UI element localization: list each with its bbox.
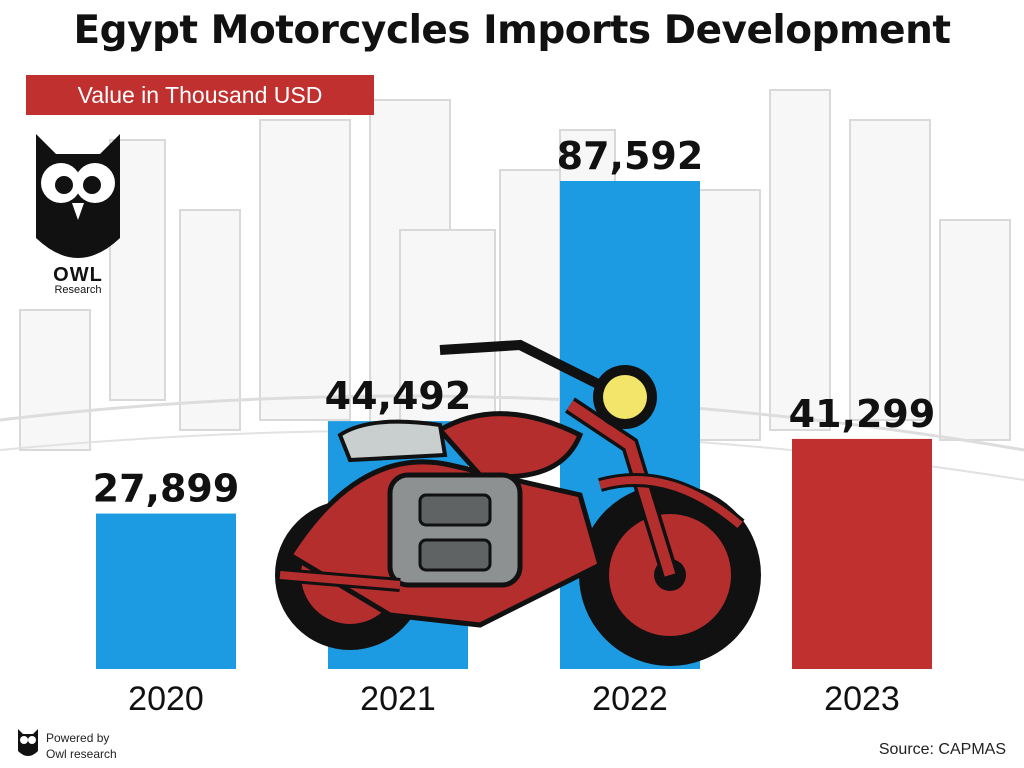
chart-subtitle: Value in Thousand USD: [26, 75, 374, 115]
category-label-2023: 2023: [824, 680, 900, 718]
owl-logo-name: OWL: [53, 264, 103, 286]
value-label-2023: 41,299: [789, 392, 936, 436]
owl-logo-icon: [36, 134, 120, 258]
owl-logo-subtitle: Research: [54, 284, 102, 296]
value-label-2020: 27,899: [93, 467, 240, 511]
category-label-2022: 2022: [592, 680, 668, 718]
value-label-2022: 87,592: [557, 134, 704, 178]
bar-2023: [792, 438, 932, 669]
value-label-2021: 44,492: [325, 374, 472, 418]
chart-title: Egypt Motorcycles Imports Development: [73, 8, 951, 53]
owl-small-icon: [18, 729, 38, 756]
powered-by-company: Owl research: [46, 747, 117, 761]
bar-2020: [96, 513, 236, 669]
category-label-2021: 2021: [360, 680, 436, 718]
powered-by-label: Powered by: [46, 731, 110, 745]
motorcycle-illustration: [275, 339, 761, 666]
source-label: Source: CAPMAS: [878, 741, 1006, 758]
category-label-2020: 2020: [128, 680, 204, 718]
